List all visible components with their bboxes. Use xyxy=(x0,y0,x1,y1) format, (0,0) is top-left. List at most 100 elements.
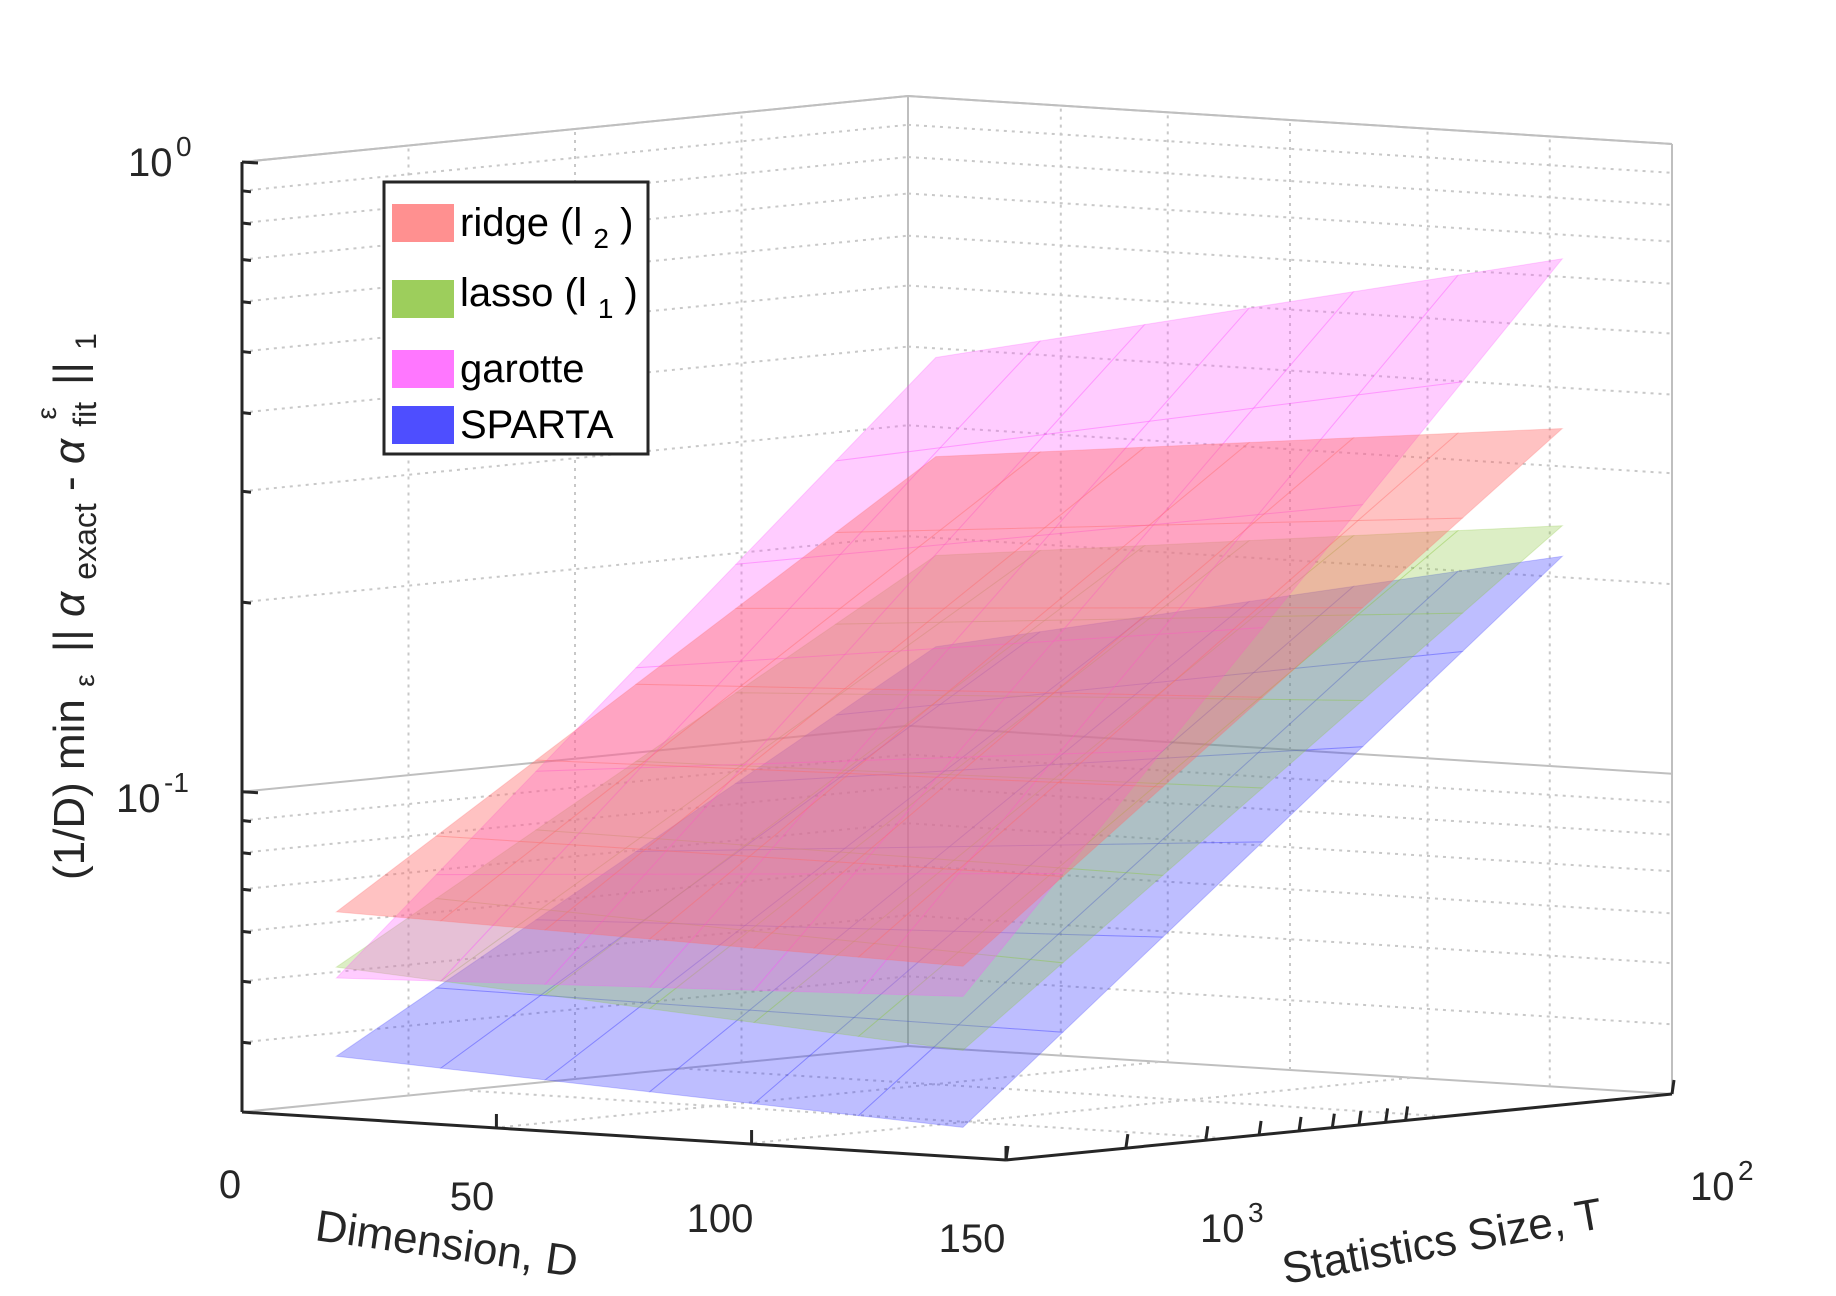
surface-patch xyxy=(948,607,1156,694)
z-tick-mark xyxy=(241,258,252,263)
z-tick-mark xyxy=(241,489,252,494)
surface-patch xyxy=(634,553,842,669)
z-tick-mark xyxy=(241,929,252,934)
surface-patch xyxy=(1147,585,1356,684)
z-tick-mark xyxy=(241,300,252,305)
z-tick-base: 10 xyxy=(116,777,161,821)
surface-patch xyxy=(952,778,1160,869)
z-tick-mark xyxy=(241,160,259,165)
legend-entry-sparta: SPARTA xyxy=(392,403,614,447)
surface-lasso xyxy=(335,525,1564,1051)
surface-patch xyxy=(752,940,960,1037)
x-tick-label: 150 xyxy=(939,1217,1006,1261)
legend-entry-ridge: ridge (l 2 ) xyxy=(392,201,633,257)
surface-patch xyxy=(543,919,751,1010)
surface-patch xyxy=(1156,698,1364,789)
z-tick-label: 10 0 xyxy=(128,131,192,185)
surface-patch xyxy=(539,922,747,1004)
surface-patch xyxy=(439,908,647,996)
surface-patch xyxy=(539,763,747,875)
surface-patch xyxy=(634,607,842,687)
y-tick-mark xyxy=(1297,1116,1303,1132)
surface-patch xyxy=(434,829,643,910)
surface-patch xyxy=(848,690,1056,779)
surface-patch xyxy=(544,873,751,988)
z-tick-mark xyxy=(241,851,252,856)
y-tick-exp: 2 xyxy=(1738,1155,1754,1186)
surface-patch xyxy=(752,862,960,958)
surface-patch xyxy=(539,764,747,851)
surface-patch xyxy=(1156,746,1364,845)
surface-patch xyxy=(748,772,956,864)
surface-patch xyxy=(643,924,851,1011)
surface-patch xyxy=(1047,671,1256,766)
y-tick-mark xyxy=(1004,1145,1010,1161)
y-tick-base: 10 xyxy=(1200,1207,1245,1251)
surface-patch xyxy=(938,323,1146,449)
x-tick-label: 100 xyxy=(687,1197,754,1241)
z-tick-mark xyxy=(241,1040,252,1045)
surface-patch xyxy=(739,693,947,771)
surface-patch xyxy=(748,756,956,875)
y-tick-mark xyxy=(1124,1133,1130,1149)
y-tick-mark xyxy=(1257,1120,1263,1136)
surface-patch xyxy=(534,849,743,924)
surface-patch xyxy=(1252,530,1460,618)
y-tick-mark xyxy=(1404,1106,1410,1121)
surface-patch xyxy=(648,873,856,991)
surface-patch xyxy=(1152,614,1360,700)
surface-patch xyxy=(648,930,856,1024)
surface-patch xyxy=(1057,782,1264,876)
y-tick-mark xyxy=(1357,1110,1363,1126)
surface-patch xyxy=(843,694,1051,776)
z-tick-base: 10 xyxy=(128,141,173,185)
surface-patch xyxy=(1356,555,1564,663)
surface-patch xyxy=(748,927,956,1019)
surface-patch xyxy=(639,847,847,927)
surface-patch xyxy=(434,759,642,844)
y-tick-mark xyxy=(1384,1108,1390,1123)
surface-patch xyxy=(534,760,742,839)
legend: ridge (l 2 ) lasso (l 1 ) garotte SPARTA xyxy=(382,180,650,456)
surface-patch xyxy=(943,524,1151,609)
surface-patch xyxy=(947,758,1156,848)
surface-patch xyxy=(634,776,843,853)
surface-patch xyxy=(834,340,1042,462)
surface-patch xyxy=(1252,570,1460,674)
z-label-bars: || xyxy=(45,629,94,652)
x-axis-label: Dimension, D xyxy=(313,1201,581,1286)
z-tick-mark xyxy=(241,979,252,984)
legend-entry-lasso: lasso (l 1 ) xyxy=(392,271,638,324)
surface-patch xyxy=(739,607,947,690)
z-tick-label: 10 -1 xyxy=(116,767,189,821)
surface-patch xyxy=(335,835,543,922)
grid-lines xyxy=(241,95,1673,1145)
surface-patch xyxy=(957,750,1164,875)
surface-patch xyxy=(957,867,1164,964)
surface-patch xyxy=(1356,258,1564,396)
surface-sparta xyxy=(335,555,1564,1128)
surface-patch xyxy=(753,873,960,994)
surface-patch xyxy=(643,768,851,857)
svg-text:ridge (l 2 ): ridge (l 2 ) xyxy=(460,201,633,257)
surface-patch xyxy=(857,872,1064,997)
surface-patch xyxy=(1147,535,1355,620)
z-label-one: 1 xyxy=(70,333,103,350)
surface-patch xyxy=(1047,522,1255,609)
z-tick-mark xyxy=(241,350,252,355)
legend-label-close: ) xyxy=(625,271,638,315)
z-tick-mark xyxy=(241,411,252,416)
surface-patch xyxy=(1043,441,1251,529)
surface-patch xyxy=(1052,752,1260,846)
surface-patch xyxy=(1256,650,1464,754)
surface-patch xyxy=(335,873,542,982)
surface-patch xyxy=(852,930,1060,1026)
z-label-fit-sup: ε xyxy=(31,407,62,419)
surface-patch xyxy=(957,781,1164,878)
surface-patch xyxy=(834,549,1042,625)
x-tick-label: 50 xyxy=(450,1175,495,1219)
surface-patch xyxy=(743,846,951,929)
surface-patch xyxy=(1152,661,1360,760)
y-tick-label: 10 3 xyxy=(1200,1197,1264,1251)
legend-entry-garotte: garotte xyxy=(392,347,585,391)
